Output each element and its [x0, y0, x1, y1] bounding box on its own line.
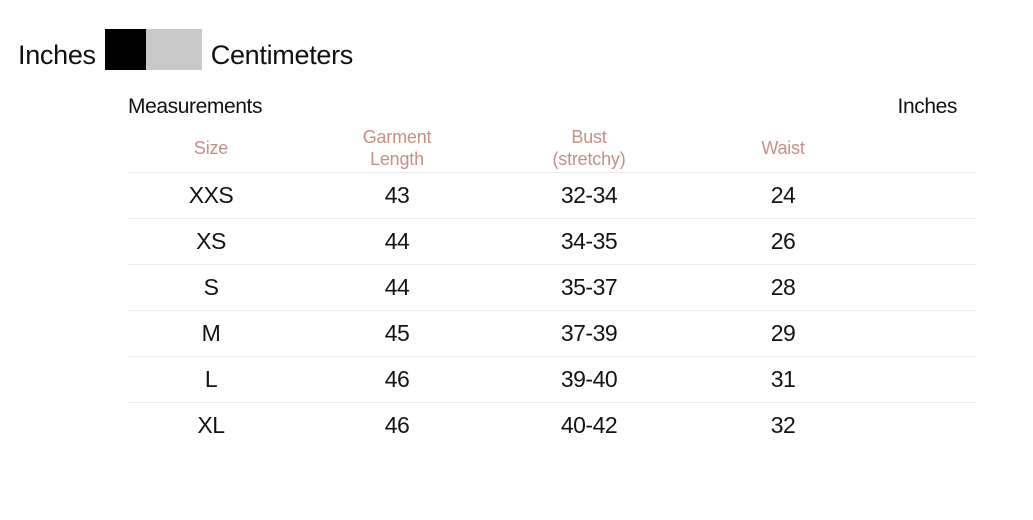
value-cell: 32-34 — [500, 172, 678, 219]
spacer-cell — [888, 172, 977, 219]
value-cell: 34-35 — [500, 218, 678, 265]
value-cell: 35-37 — [500, 264, 678, 311]
value-cell: 31 — [678, 356, 888, 403]
toggle-option-centimeters-inactive[interactable] — [145, 29, 202, 70]
spacer-cell — [888, 356, 977, 403]
table-row-xs: XS 44 34-35 26 — [128, 218, 977, 265]
table-row-l: L 46 39-40 31 — [128, 356, 977, 403]
value-cell: 24 — [678, 172, 888, 219]
size-cell: L — [128, 356, 294, 403]
value-cell: 44 — [294, 218, 500, 265]
size-cell: XL — [197, 412, 225, 438]
column-header-waist: Waist — [678, 125, 888, 173]
column-header-spacer — [888, 125, 977, 173]
table-row-xl: XL 46 40-42 32 — [128, 403, 977, 449]
table-row-s: S 44 35-37 28 — [128, 264, 977, 311]
value-cell: 43 — [294, 172, 500, 219]
value-cell: 45 — [294, 310, 500, 357]
spacer-cell — [888, 218, 977, 265]
size-chart-header-row: Size Garment Length Bust (stretchy) Wais… — [128, 125, 977, 173]
table-row-m: M 45 37-39 29 — [128, 310, 977, 357]
value-cell: 40-42 — [560, 412, 618, 438]
unit-label-inches[interactable]: Inches — [18, 40, 96, 70]
measurements-title: Measurements — [128, 95, 263, 118]
unit-toggle: Inches Centimeters — [0, 29, 1033, 70]
column-header-bust: Bust (stretchy) — [500, 125, 678, 173]
value-cell: 46 — [384, 412, 410, 438]
size-cell: XS — [128, 218, 294, 265]
unit-label-centimeters[interactable]: Centimeters — [210, 40, 354, 70]
spacer-cell — [888, 264, 977, 311]
size-cell: M — [128, 310, 294, 357]
size-cell: S — [128, 264, 294, 311]
measurements-header-bar: Measurements Inches — [128, 95, 957, 119]
value-cell: 29 — [678, 310, 888, 357]
value-cell: 26 — [678, 218, 888, 265]
size-chart-table: Size Garment Length Bust (stretchy) Wais… — [128, 125, 977, 448]
toggle-option-inches-active[interactable] — [104, 29, 146, 70]
value-cell: 37-39 — [500, 310, 678, 357]
spacer-cell — [888, 310, 977, 357]
value-cell: 39-40 — [500, 356, 678, 403]
column-header-size: Size — [128, 125, 294, 173]
spacer-cell — [888, 403, 977, 449]
value-cell: 28 — [678, 264, 888, 311]
value-cell: 46 — [294, 356, 500, 403]
unit-indicator: Inches — [897, 95, 958, 118]
column-header-garment-length: Garment Length — [294, 125, 500, 173]
size-cell: XXS — [128, 172, 294, 219]
value-cell: 32 — [770, 412, 796, 438]
table-row-xxs: XXS 43 32-34 24 — [128, 172, 977, 219]
value-cell: 44 — [294, 264, 500, 311]
